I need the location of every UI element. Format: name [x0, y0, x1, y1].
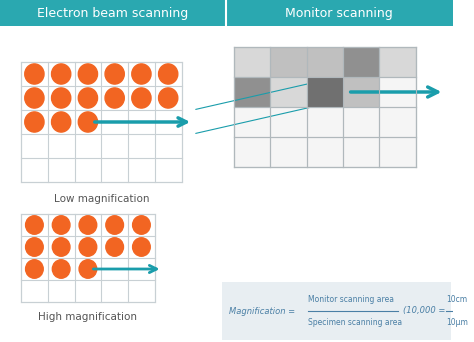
Circle shape	[52, 216, 70, 234]
Text: Monitor scanning: Monitor scanning	[285, 6, 393, 19]
FancyBboxPatch shape	[343, 77, 379, 107]
FancyBboxPatch shape	[234, 107, 271, 137]
Circle shape	[52, 112, 71, 132]
Circle shape	[52, 88, 71, 108]
FancyBboxPatch shape	[307, 77, 343, 107]
Circle shape	[106, 238, 124, 256]
FancyBboxPatch shape	[307, 77, 343, 107]
FancyBboxPatch shape	[271, 47, 307, 77]
FancyBboxPatch shape	[21, 214, 155, 302]
Circle shape	[106, 216, 124, 234]
FancyBboxPatch shape	[379, 47, 416, 77]
Circle shape	[26, 238, 43, 256]
Circle shape	[158, 64, 178, 84]
Text: Monitor scanning area: Monitor scanning area	[308, 295, 394, 304]
Text: 10μm: 10μm	[446, 318, 468, 327]
FancyBboxPatch shape	[307, 107, 343, 137]
Circle shape	[52, 64, 71, 84]
FancyBboxPatch shape	[271, 77, 307, 107]
FancyBboxPatch shape	[0, 0, 227, 26]
Circle shape	[79, 216, 97, 234]
Circle shape	[133, 238, 150, 256]
Circle shape	[25, 64, 44, 84]
FancyBboxPatch shape	[379, 137, 416, 167]
Circle shape	[78, 112, 98, 132]
FancyBboxPatch shape	[234, 77, 271, 107]
Circle shape	[133, 216, 150, 234]
Circle shape	[78, 64, 98, 84]
Circle shape	[25, 88, 44, 108]
FancyBboxPatch shape	[227, 0, 453, 26]
FancyBboxPatch shape	[379, 77, 416, 107]
FancyBboxPatch shape	[343, 47, 379, 77]
FancyBboxPatch shape	[234, 47, 271, 77]
Circle shape	[79, 260, 97, 278]
Text: Electron beam scanning: Electron beam scanning	[37, 6, 188, 19]
FancyBboxPatch shape	[307, 47, 343, 77]
Circle shape	[132, 64, 151, 84]
Text: Magnification =: Magnification =	[229, 306, 298, 316]
FancyBboxPatch shape	[307, 137, 343, 167]
Circle shape	[25, 112, 44, 132]
Circle shape	[79, 238, 97, 256]
Circle shape	[78, 88, 98, 108]
Text: (10,000 =: (10,000 =	[403, 306, 448, 316]
Text: Specimen scanning area: Specimen scanning area	[308, 318, 402, 327]
Circle shape	[52, 238, 70, 256]
FancyBboxPatch shape	[343, 107, 379, 137]
Circle shape	[158, 88, 178, 108]
FancyBboxPatch shape	[222, 282, 451, 340]
FancyBboxPatch shape	[379, 107, 416, 137]
Text: High magnification: High magnification	[38, 312, 137, 322]
Circle shape	[105, 64, 124, 84]
Text: Low magnification: Low magnification	[54, 194, 149, 204]
FancyBboxPatch shape	[21, 62, 182, 182]
Circle shape	[52, 260, 70, 278]
FancyBboxPatch shape	[234, 137, 271, 167]
Text: 10cm: 10cm	[446, 295, 467, 304]
Circle shape	[105, 88, 124, 108]
FancyBboxPatch shape	[271, 107, 307, 137]
Circle shape	[132, 88, 151, 108]
Circle shape	[26, 260, 43, 278]
Circle shape	[26, 216, 43, 234]
FancyBboxPatch shape	[271, 137, 307, 167]
FancyBboxPatch shape	[343, 137, 379, 167]
